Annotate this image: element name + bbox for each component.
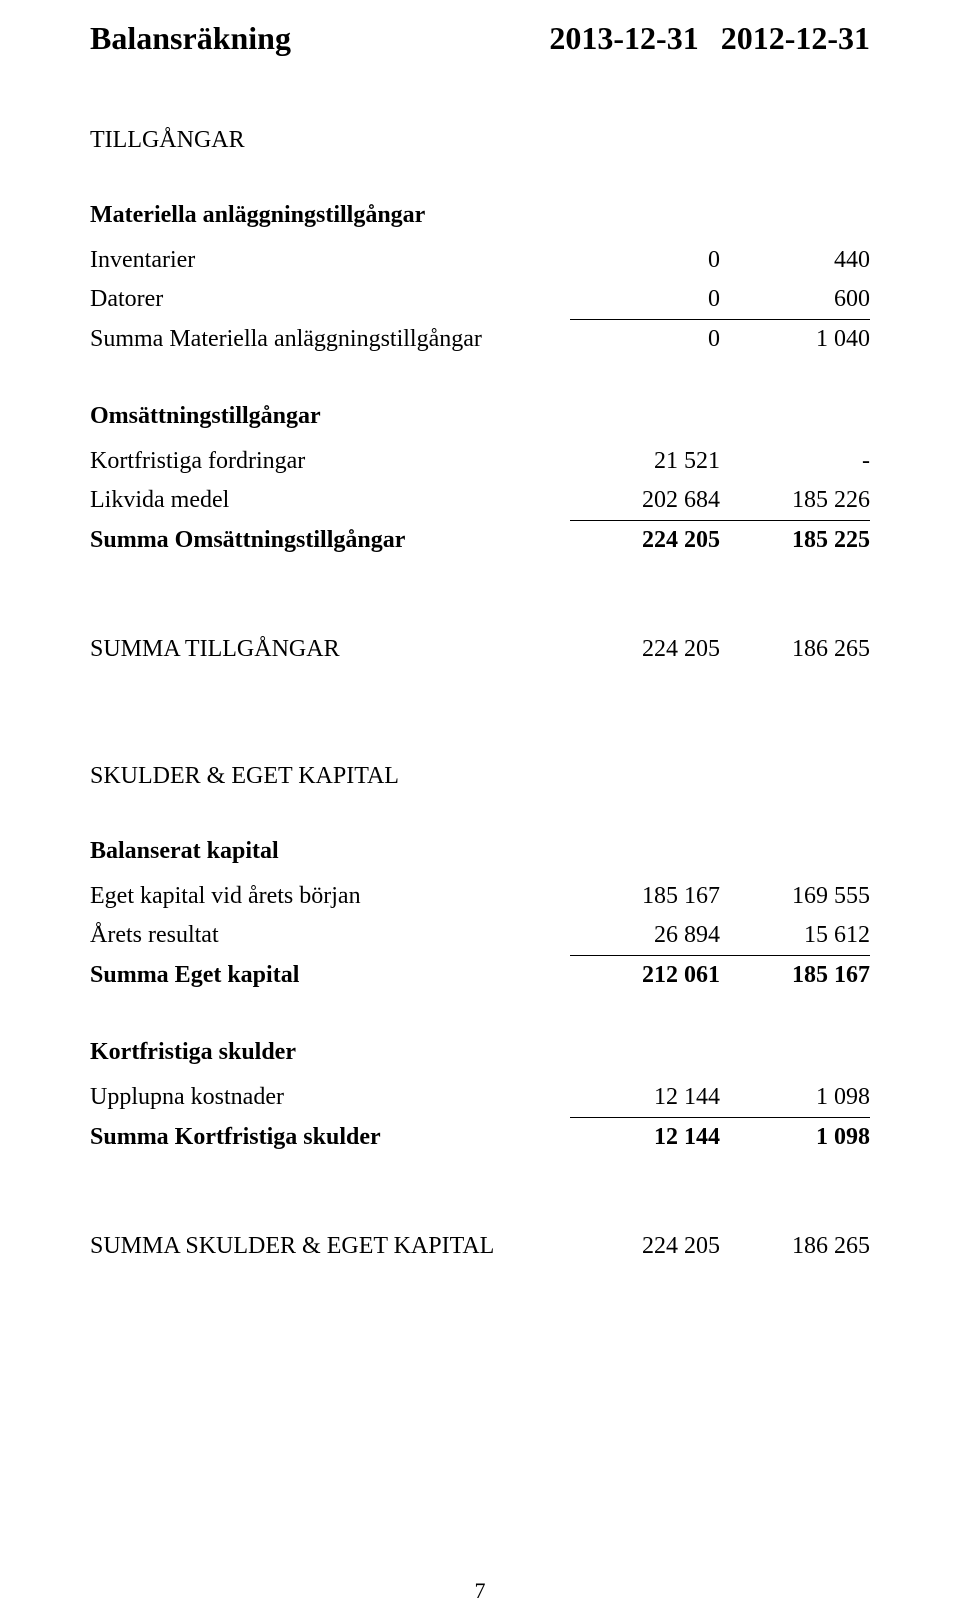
row-label: Inventarier: [90, 241, 570, 280]
row-label: SUMMA TILLGÅNGAR: [90, 630, 570, 669]
balanced-capital-table: Eget kapital vid årets början 185 167 16…: [90, 877, 870, 995]
row-label: Upplupna kostnader: [90, 1078, 570, 1118]
row-value: 0: [570, 320, 720, 360]
row-value: 1 040: [720, 320, 870, 360]
row-label: Datorer: [90, 280, 570, 320]
row-value: 185 167: [570, 877, 720, 916]
row-value: 15 612: [720, 916, 870, 956]
equity-grand-total-table: SUMMA SKULDER & EGET KAPITAL 224 205 186…: [90, 1227, 870, 1266]
table-total-row: Summa Eget kapital 212 061 185 167: [90, 956, 870, 996]
row-label: Kortfristiga fordringar: [90, 442, 570, 481]
table-row: Datorer 0 600: [90, 280, 870, 320]
row-label: SUMMA SKULDER & EGET KAPITAL: [90, 1227, 570, 1266]
row-label: Årets resultat: [90, 916, 570, 956]
row-label: Summa Omsättningstillgångar: [90, 521, 570, 561]
row-value: 186 265: [720, 630, 870, 669]
row-value: 21 521: [570, 442, 720, 481]
row-value: 1 098: [720, 1078, 870, 1118]
row-value: 1 098: [720, 1118, 870, 1158]
row-label: Eget kapital vid årets början: [90, 877, 570, 916]
row-value: 12 144: [570, 1118, 720, 1158]
page-number: 7: [0, 1578, 960, 1604]
spacer: [90, 560, 870, 630]
row-value: 185 167: [720, 956, 870, 996]
equity-heading: SKULDER & EGET KAPITAL: [90, 763, 870, 790]
assets-grand-total-table: SUMMA TILLGÅNGAR 224 205 186 265: [90, 630, 870, 669]
row-value: 0: [570, 241, 720, 280]
spacer: [90, 739, 870, 763]
row-label: Summa Eget kapital: [90, 956, 570, 996]
assets-heading: TILLGÅNGAR: [90, 127, 870, 154]
page-title: Balansräkning: [90, 20, 291, 57]
row-value: 440: [720, 241, 870, 280]
row-value: 185 225: [720, 521, 870, 561]
tangible-table: Inventarier 0 440 Datorer 0 600 Summa Ma…: [90, 241, 870, 359]
row-value: -: [720, 442, 870, 481]
table-row: Årets resultat 26 894 15 612: [90, 916, 870, 956]
tangible-heading: Materiella anläggningstillgångar: [90, 202, 870, 229]
balanced-capital-heading: Balanserat kapital: [90, 838, 870, 865]
spacer: [90, 1157, 870, 1227]
row-value: 169 555: [720, 877, 870, 916]
table-row: Inventarier 0 440: [90, 241, 870, 280]
table-total-row: Summa Kortfristiga skulder 12 144 1 098: [90, 1118, 870, 1158]
current-assets-table: Kortfristiga fordringar 21 521 - Likvida…: [90, 442, 870, 560]
spacer: [90, 359, 870, 403]
table-row: Kortfristiga fordringar 21 521 -: [90, 442, 870, 481]
current-assets-heading: Omsättningstillgångar: [90, 403, 870, 430]
table-row: SUMMA TILLGÅNGAR 224 205 186 265: [90, 630, 870, 669]
date-columns: 2013-12-31 2012-12-31: [549, 20, 870, 57]
table-row: SUMMA SKULDER & EGET KAPITAL 224 205 186…: [90, 1227, 870, 1266]
date-col-1: 2013-12-31: [549, 20, 698, 57]
short-liabilities-heading: Kortfristiga skulder: [90, 1039, 870, 1066]
row-value: 600: [720, 280, 870, 320]
table-total-row: Summa Omsättningstillgångar 224 205 185 …: [90, 521, 870, 561]
table-row: Upplupna kostnader 12 144 1 098: [90, 1078, 870, 1118]
row-label: Summa Materiella anläggningstillgångar: [90, 320, 570, 360]
table-row: Eget kapital vid årets början 185 167 16…: [90, 877, 870, 916]
row-value: 202 684: [570, 481, 720, 521]
row-label: Summa Kortfristiga skulder: [90, 1118, 570, 1158]
date-col-2: 2012-12-31: [721, 20, 870, 57]
row-value: 12 144: [570, 1078, 720, 1118]
spacer: [90, 669, 870, 739]
row-value: 186 265: [720, 1227, 870, 1266]
row-value: 224 205: [570, 521, 720, 561]
row-value: 0: [570, 280, 720, 320]
row-value: 185 226: [720, 481, 870, 521]
row-label: Likvida medel: [90, 481, 570, 521]
page: Balansräkning 2013-12-31 2012-12-31 TILL…: [0, 0, 960, 1622]
spacer: [90, 995, 870, 1039]
row-value: 212 061: [570, 956, 720, 996]
row-value: 26 894: [570, 916, 720, 956]
header-row: Balansräkning 2013-12-31 2012-12-31: [90, 20, 870, 57]
table-total-row: Summa Materiella anläggningstillgångar 0…: [90, 320, 870, 360]
row-value: 224 205: [570, 630, 720, 669]
table-row: Likvida medel 202 684 185 226: [90, 481, 870, 521]
row-value: 224 205: [570, 1227, 720, 1266]
short-liabilities-table: Upplupna kostnader 12 144 1 098 Summa Ko…: [90, 1078, 870, 1157]
